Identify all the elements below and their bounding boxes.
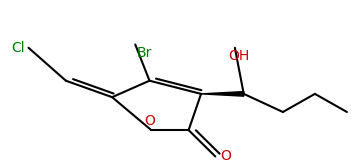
Text: O: O bbox=[144, 114, 155, 128]
Polygon shape bbox=[201, 92, 244, 96]
Text: Cl: Cl bbox=[11, 41, 25, 55]
Text: Br: Br bbox=[137, 46, 152, 60]
Text: O: O bbox=[221, 149, 232, 163]
Text: OH: OH bbox=[228, 49, 249, 64]
